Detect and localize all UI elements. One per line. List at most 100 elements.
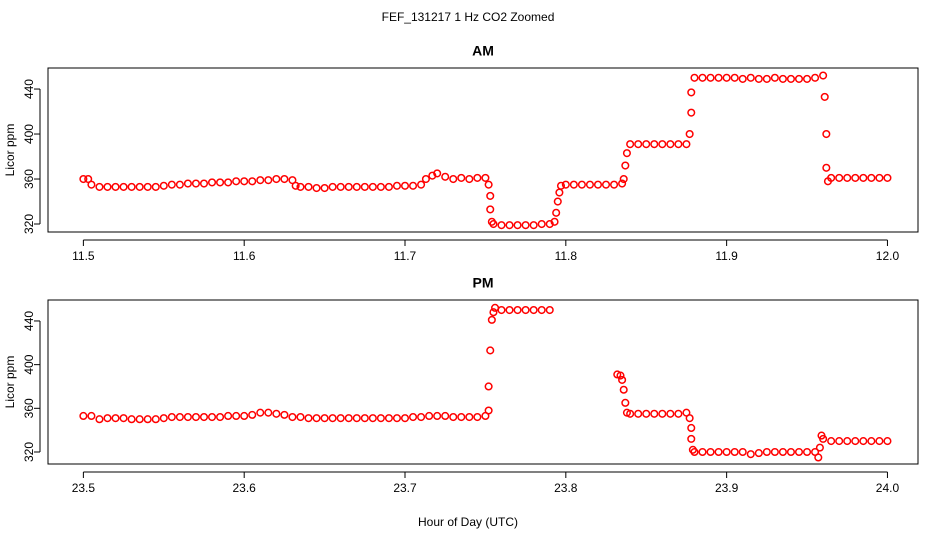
x-tick-label: 23.8 <box>554 481 578 495</box>
data-point <box>714 73 723 82</box>
data-point <box>167 412 176 422</box>
data-point <box>851 437 860 446</box>
data-point <box>820 92 829 101</box>
data-point <box>690 73 699 82</box>
data-point <box>151 182 160 191</box>
data-point <box>537 219 546 229</box>
data-point <box>786 447 796 457</box>
data-point <box>159 181 168 190</box>
data-point <box>183 412 192 422</box>
data-point <box>328 182 337 191</box>
x-tick-label: 11.8 <box>555 249 578 263</box>
data-point <box>487 315 496 324</box>
data-point <box>87 180 96 189</box>
data-point <box>835 437 844 446</box>
data-point <box>762 74 771 83</box>
panel-title: AM <box>472 43 494 59</box>
data-point <box>687 423 696 433</box>
data-point <box>770 447 779 457</box>
data-point <box>827 437 836 446</box>
data-point <box>384 414 393 423</box>
data-point <box>819 71 828 80</box>
data-point <box>642 140 651 149</box>
data-point <box>79 411 88 421</box>
data-point <box>256 176 265 185</box>
y-tick-label: 400 <box>22 124 36 144</box>
data-point <box>610 180 619 189</box>
data-point <box>754 449 763 458</box>
data-point <box>384 182 393 191</box>
data-point <box>224 178 233 187</box>
y-tick-label: 320 <box>22 442 36 462</box>
x-tick-label: 23.7 <box>393 481 417 495</box>
data-point <box>392 414 402 423</box>
data-point <box>819 434 828 443</box>
plot-box <box>47 67 919 233</box>
data-point <box>441 172 450 181</box>
data-point <box>835 173 844 182</box>
x-tick-label: 11.7 <box>394 249 417 263</box>
data-point <box>738 447 747 457</box>
data-point <box>730 73 739 82</box>
data-point <box>814 453 823 462</box>
data-point <box>473 173 482 182</box>
data-point <box>553 197 562 206</box>
data-point <box>550 217 559 226</box>
data-point <box>618 375 627 384</box>
data-point <box>650 140 659 149</box>
data-point <box>569 180 578 189</box>
data-point <box>344 182 353 191</box>
data-point <box>552 208 561 217</box>
data-point <box>143 182 152 191</box>
data-point <box>794 74 804 83</box>
data-point <box>794 447 804 457</box>
data-point <box>521 221 530 230</box>
data-point <box>457 173 466 182</box>
data-point <box>312 414 321 423</box>
data-point <box>465 412 474 422</box>
data-point <box>457 412 466 422</box>
data-point <box>291 181 300 190</box>
data-point <box>376 414 385 423</box>
data-point <box>288 412 297 422</box>
data-point <box>619 174 628 184</box>
data-point <box>521 305 530 315</box>
data-point <box>272 409 281 418</box>
data-point <box>618 179 627 188</box>
data-point <box>843 437 852 446</box>
x-tick-label: 11.9 <box>715 249 738 263</box>
data-point <box>666 409 675 418</box>
data-point <box>421 174 430 184</box>
data-point <box>883 173 892 182</box>
x-tick-label: 12.0 <box>876 249 900 263</box>
data-point <box>687 88 696 97</box>
x-tick-label: 11.6 <box>233 249 256 263</box>
data-point <box>151 415 160 424</box>
x-tick-label: 23.9 <box>715 481 739 495</box>
data-point <box>585 180 594 189</box>
data-point <box>685 129 694 139</box>
data-point <box>167 180 176 189</box>
data-point <box>746 450 755 459</box>
data-point <box>802 74 812 83</box>
data-point <box>658 140 667 149</box>
data-point <box>489 308 498 317</box>
data-point <box>368 182 377 191</box>
data-point <box>634 409 643 418</box>
data-point <box>621 398 630 407</box>
data-point <box>601 180 611 189</box>
data-point <box>417 180 426 189</box>
data-point <box>199 179 209 188</box>
data-point <box>264 408 273 417</box>
data-point <box>360 414 369 423</box>
data-point <box>320 183 329 193</box>
data-point <box>722 73 731 82</box>
data-point <box>622 149 631 158</box>
data-point <box>127 415 136 424</box>
data-point <box>786 74 796 83</box>
data-point <box>497 305 506 315</box>
data-point <box>312 183 321 193</box>
data-point <box>762 447 771 457</box>
x-tick-label: 24.0 <box>876 481 900 495</box>
